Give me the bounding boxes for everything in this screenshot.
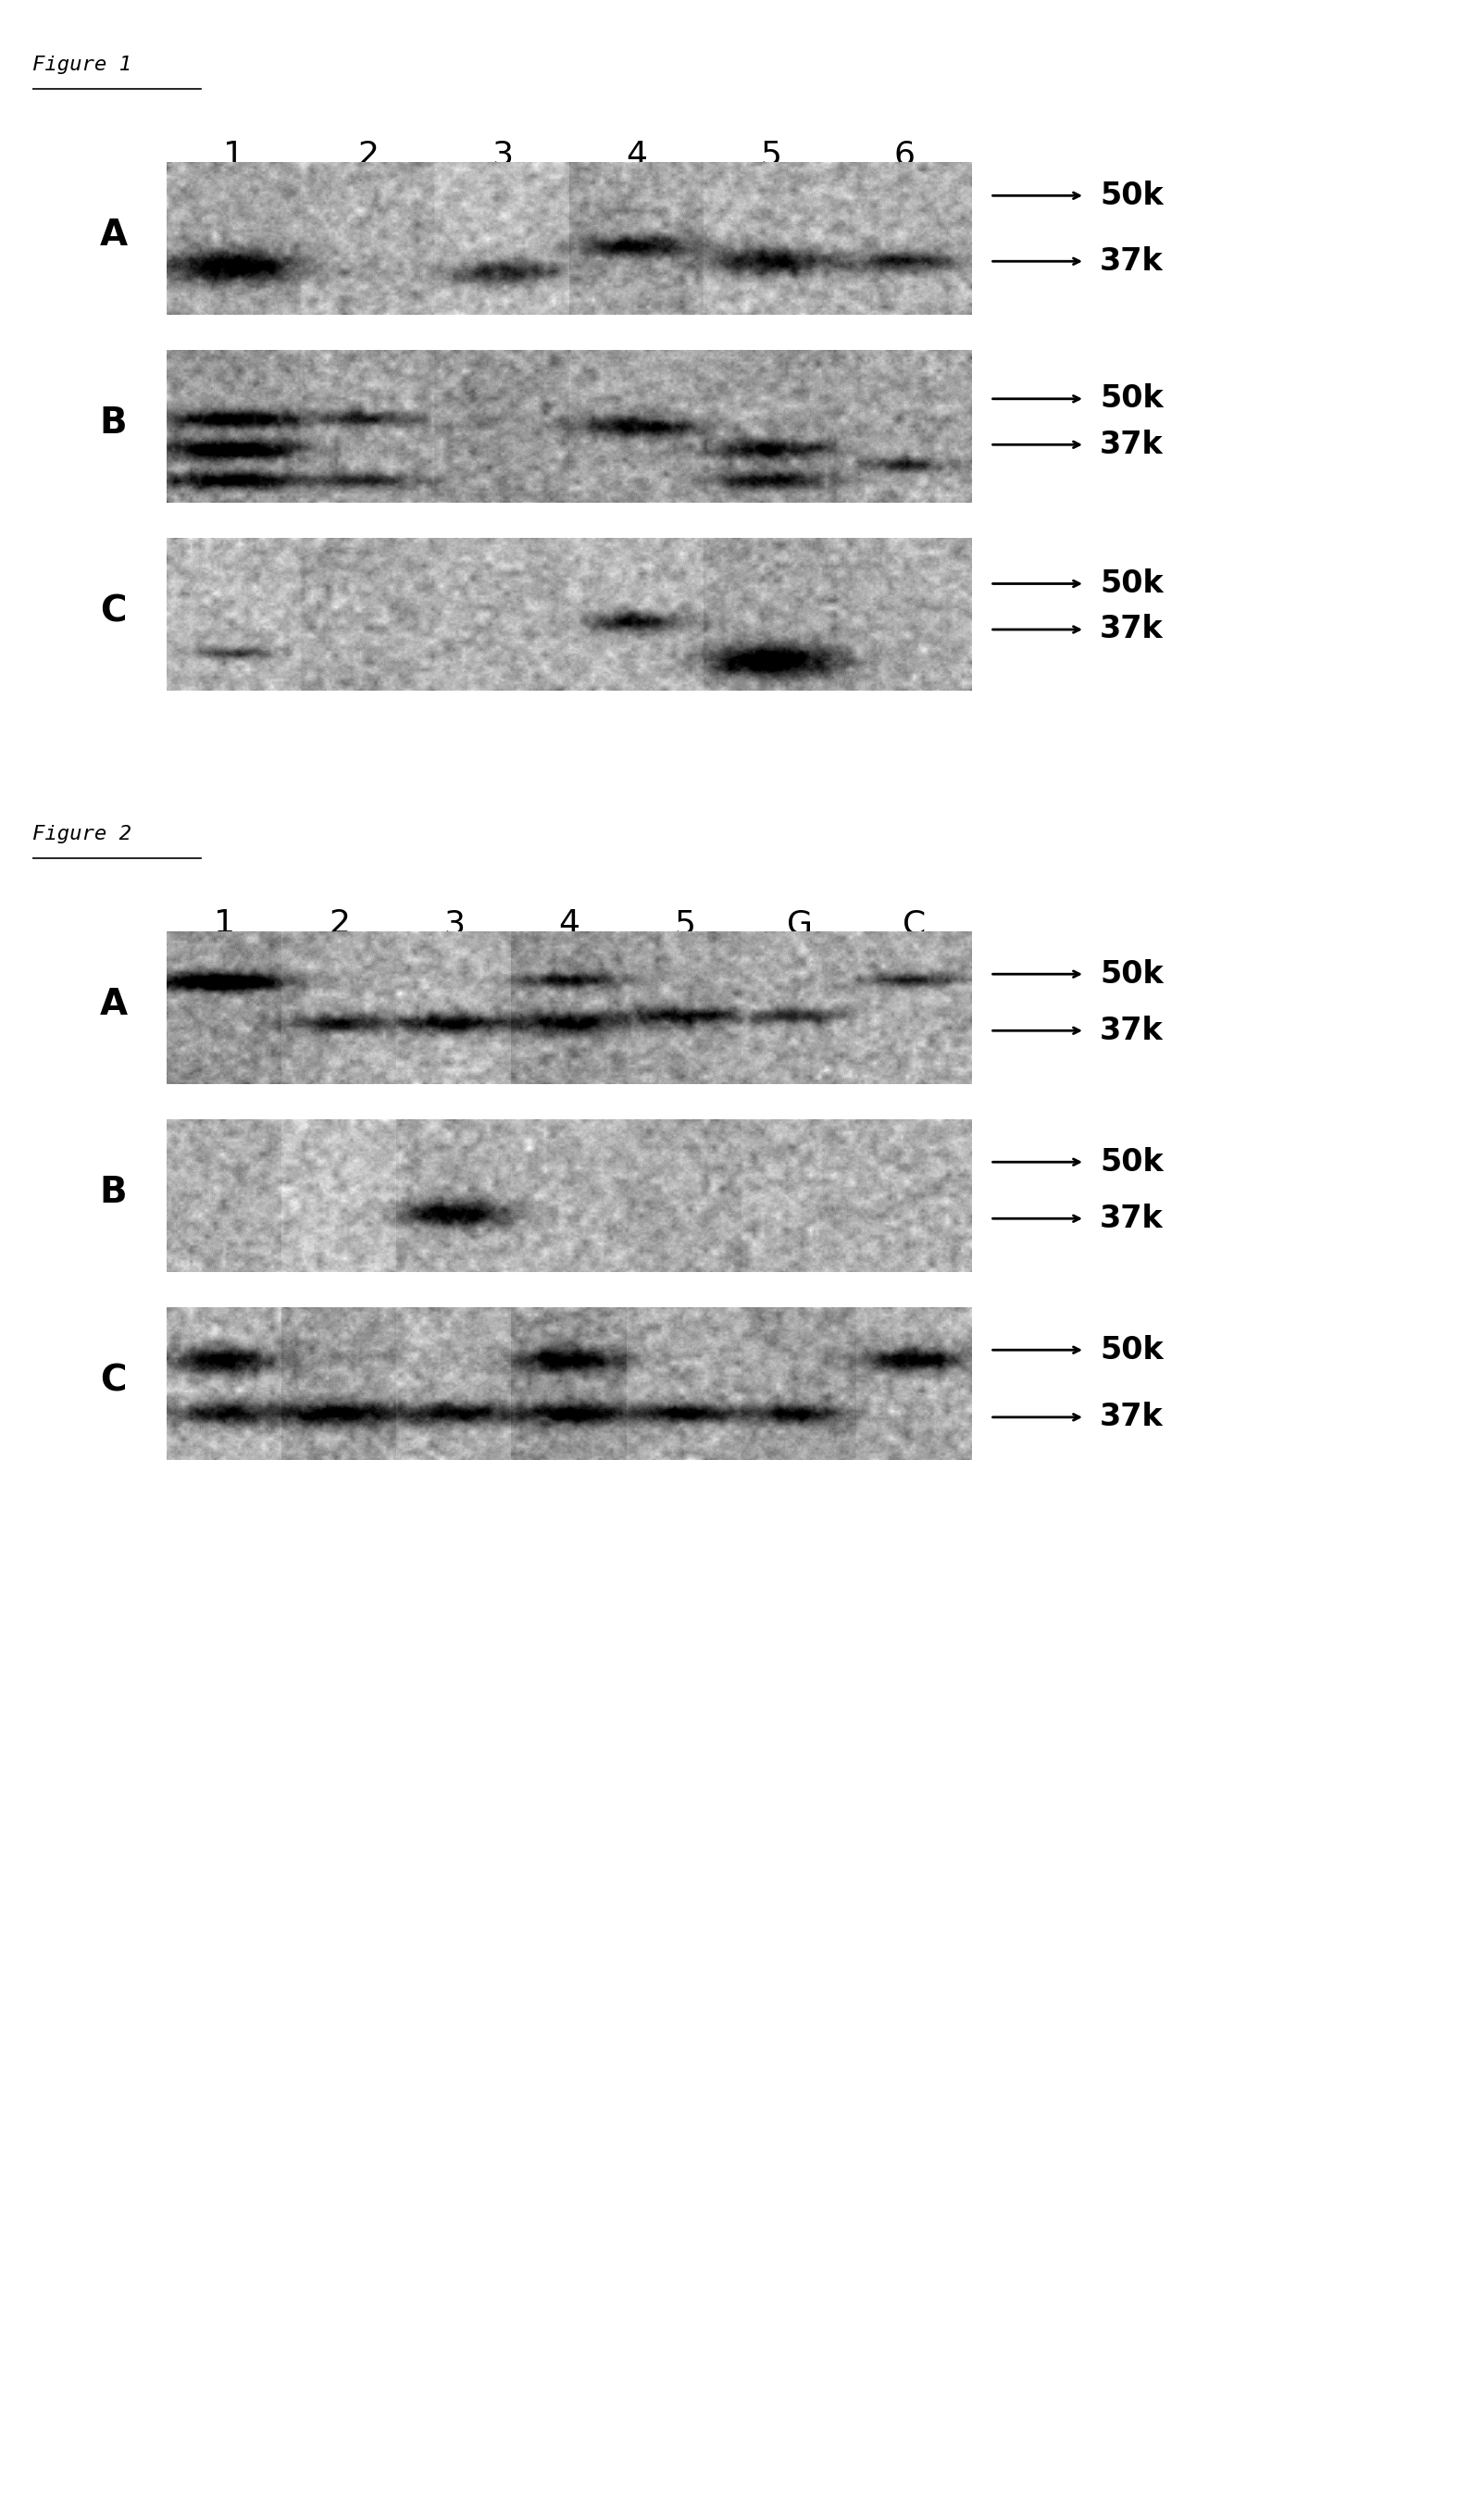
Text: A: A [99, 217, 128, 252]
Text: C: C [101, 595, 126, 630]
Text: 50k: 50k [1100, 181, 1163, 212]
Text: 37k: 37k [1100, 247, 1163, 277]
Text: 3: 3 [443, 910, 464, 940]
Text: 1: 1 [222, 139, 245, 171]
Text: 50k: 50k [1100, 570, 1163, 600]
Text: 4: 4 [559, 910, 580, 940]
Text: 37k: 37k [1100, 428, 1163, 461]
Text: 2: 2 [329, 910, 350, 940]
Text: 5: 5 [759, 139, 782, 171]
Text: 37k: 37k [1100, 1202, 1163, 1235]
Text: Figure 1: Figure 1 [33, 55, 132, 73]
Text: 50k: 50k [1100, 383, 1163, 413]
Text: B: B [99, 406, 128, 441]
Text: 50k: 50k [1100, 1336, 1163, 1366]
Text: 4: 4 [626, 139, 647, 171]
Text: 3: 3 [491, 139, 513, 171]
Text: 5: 5 [673, 910, 696, 940]
Text: C: C [903, 910, 927, 940]
Text: B: B [99, 1174, 128, 1210]
Text: 50k: 50k [1100, 1147, 1163, 1177]
Text: 50k: 50k [1100, 958, 1163, 990]
Text: 1: 1 [214, 910, 234, 940]
Text: A: A [99, 988, 128, 1023]
Text: Figure 2: Figure 2 [33, 824, 132, 844]
Text: 2: 2 [357, 139, 378, 171]
Text: 37k: 37k [1100, 1016, 1163, 1046]
Text: 6: 6 [894, 139, 915, 171]
Text: 37k: 37k [1100, 615, 1163, 645]
Text: C: C [101, 1363, 126, 1399]
Text: G: G [786, 910, 813, 940]
Text: 37k: 37k [1100, 1401, 1163, 1431]
